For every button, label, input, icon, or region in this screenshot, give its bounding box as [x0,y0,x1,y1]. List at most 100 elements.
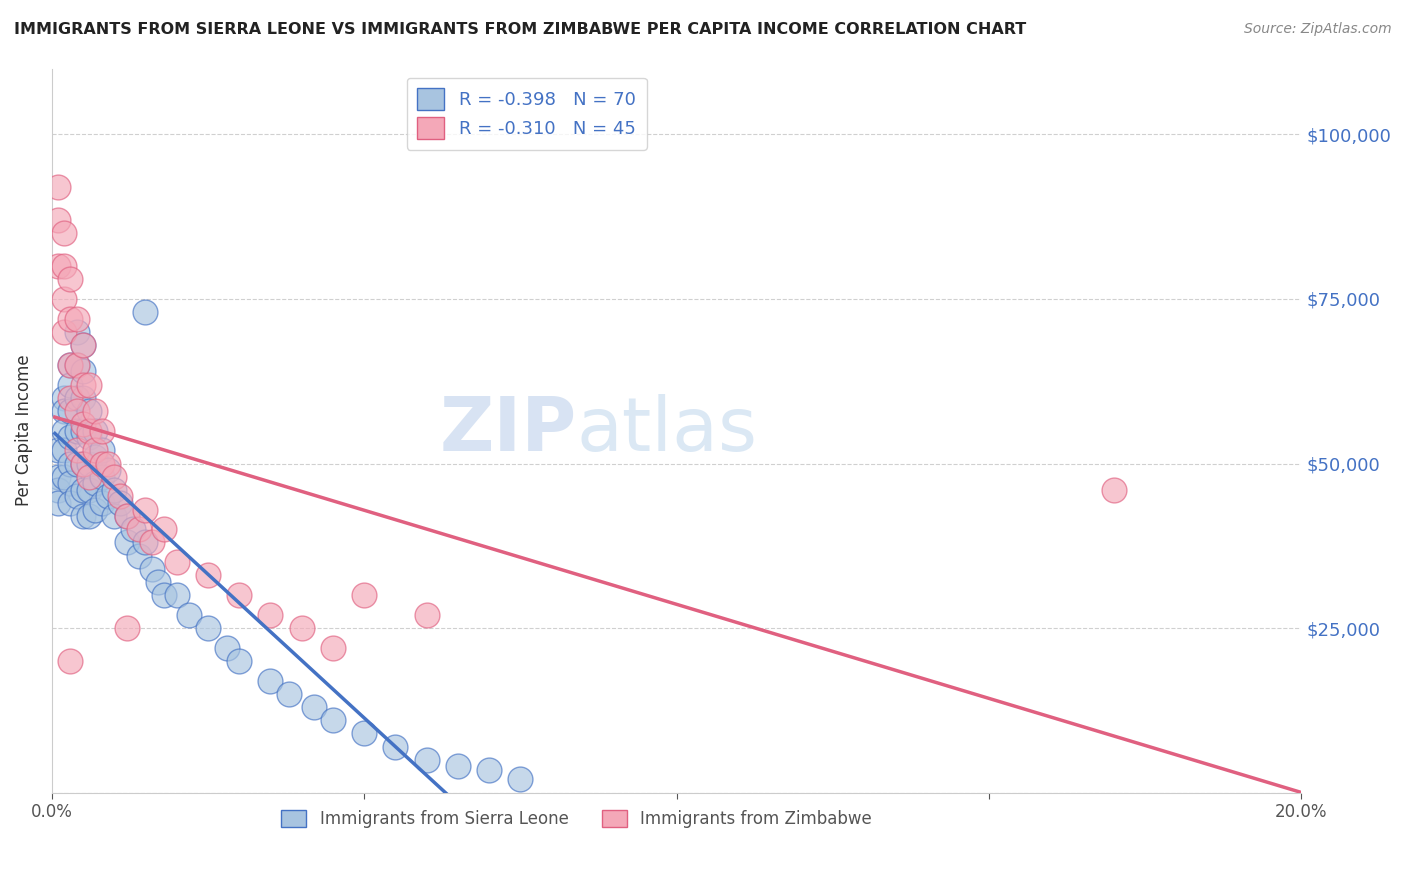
Point [46,259,69,273]
Point [122,522,145,536]
Point [97,463,120,477]
Point [84,404,107,418]
Point [415,607,437,622]
Point [59,457,82,471]
Point [59,430,82,444]
Point [59,272,82,286]
Point [84,443,107,458]
Point [478,763,501,777]
Point [66,391,89,405]
Point [259,607,281,622]
Point [110,490,132,504]
Point [415,753,437,767]
Point [84,476,107,491]
Point [97,457,120,471]
Point [146,574,169,589]
Point [353,588,375,602]
Point [53,391,76,405]
Point [53,443,76,458]
Point [77,430,100,444]
Point [84,450,107,464]
Point [115,509,138,524]
Point [291,621,314,635]
Point [384,739,406,754]
Point [46,469,69,483]
Point [66,358,89,372]
Point [53,325,76,339]
Point [77,424,100,438]
Point [90,457,112,471]
Point [90,469,112,483]
Point [278,687,301,701]
Point [128,549,150,563]
Point [77,509,100,524]
Point [166,555,188,569]
Point [53,259,76,273]
Point [53,292,76,306]
Point [59,476,82,491]
Point [197,568,219,582]
Point [77,377,100,392]
Point [72,424,94,438]
Point [53,469,76,483]
Point [134,305,156,319]
Point [66,404,89,418]
Point [103,483,125,497]
Point [259,673,281,688]
Point [128,522,150,536]
Point [1102,483,1125,497]
Point [59,358,82,372]
Point [53,424,76,438]
Point [302,700,325,714]
Point [84,502,107,516]
Point [509,772,531,787]
Point [447,759,470,773]
Point [72,483,94,497]
Point [77,483,100,497]
Point [46,496,69,510]
Point [46,483,69,497]
Point [46,180,69,194]
Point [66,358,89,372]
Point [59,391,82,405]
Point [115,621,138,635]
Point [115,509,138,524]
Point [197,621,219,635]
Point [72,391,94,405]
Point [77,469,100,483]
Point [97,490,120,504]
Point [53,404,76,418]
Point [66,457,89,471]
Text: ZIP: ZIP [439,394,576,467]
Point [353,726,375,740]
Point [72,417,94,431]
Point [72,338,94,352]
Point [66,490,89,504]
Point [84,424,107,438]
Point [46,213,69,227]
Point [77,404,100,418]
Point [90,496,112,510]
Point [103,469,125,483]
Point [179,607,201,622]
Point [228,588,250,602]
Point [322,640,344,655]
Point [115,535,138,549]
Point [141,562,163,576]
Point [72,377,94,392]
Point [59,654,82,668]
Point [53,226,76,240]
Point [90,424,112,438]
Point [59,358,82,372]
Point [141,535,163,549]
Y-axis label: Per Capita Income: Per Capita Income [15,355,32,507]
Point [46,443,69,458]
Point [59,496,82,510]
Text: IMMIGRANTS FROM SIERRA LEONE VS IMMIGRANTS FROM ZIMBABWE PER CAPITA INCOME CORRE: IMMIGRANTS FROM SIERRA LEONE VS IMMIGRAN… [14,22,1026,37]
Point [322,713,344,727]
Point [153,522,176,536]
Point [72,338,94,352]
Point [90,443,112,458]
Point [59,377,82,392]
Point [66,443,89,458]
